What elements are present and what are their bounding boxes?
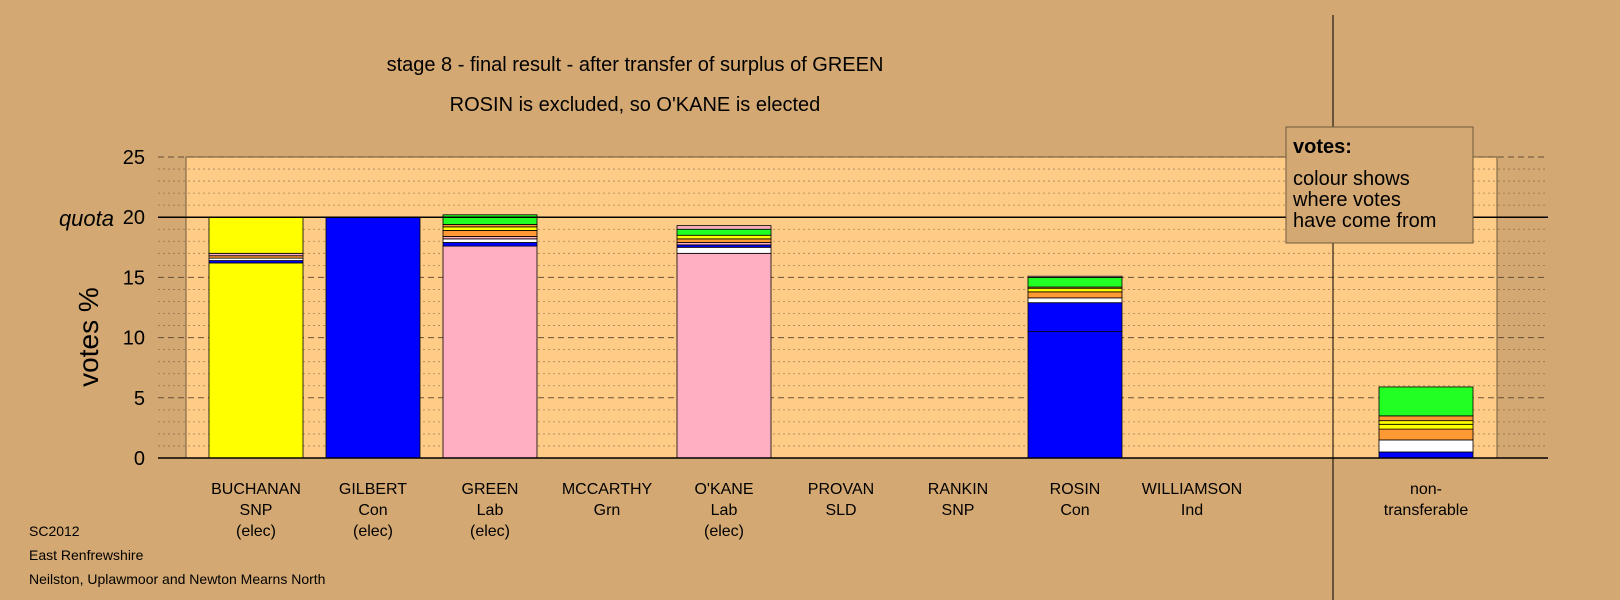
legend: votes: colour shows where votes have com… bbox=[1285, 126, 1474, 244]
bar-buchanan-segment-0 bbox=[208, 262, 304, 459]
y-tick-label: 20 bbox=[123, 207, 145, 229]
y-tick-label: 5 bbox=[134, 388, 145, 410]
bar-green-segment-2 bbox=[442, 238, 538, 243]
bar-okane-segment-0 bbox=[676, 252, 772, 459]
bar-buchanan-segment-5 bbox=[208, 216, 304, 254]
chart-subtitle: ROSIN is excluded, so O'KANE is elected bbox=[450, 94, 821, 116]
candidate-label: WILLIAMSON Ind bbox=[1142, 481, 1242, 519]
candidate-label: MCCARTHY Grn bbox=[562, 481, 653, 519]
bar-okane-segment-6 bbox=[676, 228, 772, 236]
candidate-label: O'KANE Lab (elec) bbox=[694, 481, 753, 540]
legend-line-2: where votes bbox=[1292, 189, 1401, 211]
bar-rosin-segment-1 bbox=[1027, 302, 1123, 332]
candidate-label: GREEN Lab (elec) bbox=[462, 481, 519, 540]
bar-non-transferable-segment-5 bbox=[1378, 415, 1474, 422]
candidate-label: ROSIN Con bbox=[1050, 481, 1101, 519]
bar-green-segment-0 bbox=[442, 245, 538, 459]
y-tick-label: 25 bbox=[123, 147, 145, 169]
bar-rosin-segment-6 bbox=[1027, 276, 1123, 288]
bar-non-transferable-segment-1 bbox=[1378, 439, 1474, 453]
candidate-label: BUCHANAN SNP (elec) bbox=[211, 481, 301, 540]
quota-label: quota bbox=[59, 206, 114, 231]
bar-non-transferable-segment-2 bbox=[1378, 428, 1474, 441]
footer-ward: Neilston, Uplawmoor and Newton Mearns No… bbox=[29, 571, 325, 587]
non-transferable-label: non-transferable bbox=[1384, 481, 1469, 519]
bar-gilbert-segment-0 bbox=[325, 216, 421, 459]
bar-rosin-segment-4 bbox=[1027, 287, 1123, 293]
y-axis-label: votes % bbox=[73, 287, 104, 387]
chart-title: stage 8 - final result - after transfer … bbox=[387, 54, 884, 76]
y-tick-label: 15 bbox=[123, 267, 145, 289]
labels: 0 5 10 15 20 25 BUCHANAN SNP (elec) GILBERT Con (el… bbox=[123, 147, 1469, 540]
bar-okane-segment-4 bbox=[676, 238, 772, 243]
candidate-label: PROVAN SLD bbox=[808, 481, 874, 519]
bar-green-segment-5 bbox=[442, 226, 538, 231]
y-tick-label: 10 bbox=[123, 328, 145, 350]
bar-rosin-segment-3 bbox=[1027, 291, 1123, 299]
bar-non-transferable-segment-6 bbox=[1378, 386, 1474, 417]
bar-non-transferable-segment-4 bbox=[1378, 420, 1474, 425]
bar-green-segment-1 bbox=[442, 242, 538, 247]
bar-green-segment-7 bbox=[442, 214, 538, 225]
bar-non-transferable-segment-3 bbox=[1378, 423, 1474, 430]
bar-non-transferable-segment-0 bbox=[1378, 451, 1474, 459]
candidate-label: GILBERT Con (elec) bbox=[339, 481, 407, 540]
legend-title: votes: bbox=[1293, 136, 1352, 158]
candidate-label: RANKIN SNP bbox=[928, 481, 988, 519]
bar-rosin-segment-7 bbox=[1027, 275, 1123, 278]
bar-rosin-segment-0 bbox=[1027, 331, 1123, 459]
bar-okane-segment-1 bbox=[676, 246, 772, 254]
y-tick-label: 0 bbox=[134, 448, 145, 470]
bars bbox=[208, 214, 1474, 459]
bar-rosin-segment-2 bbox=[1027, 297, 1123, 304]
legend-box bbox=[1285, 126, 1474, 244]
bar-okane-segment-7 bbox=[676, 225, 772, 230]
bar-green-segment-4 bbox=[442, 230, 538, 237]
legend-line-1: colour shows bbox=[1293, 168, 1410, 190]
footer-council: East Renfrewshire bbox=[29, 547, 144, 563]
legend-line-3: have come from bbox=[1293, 210, 1436, 232]
footer-code: SC2012 bbox=[29, 523, 80, 539]
bar-okane-segment-5 bbox=[676, 234, 772, 240]
